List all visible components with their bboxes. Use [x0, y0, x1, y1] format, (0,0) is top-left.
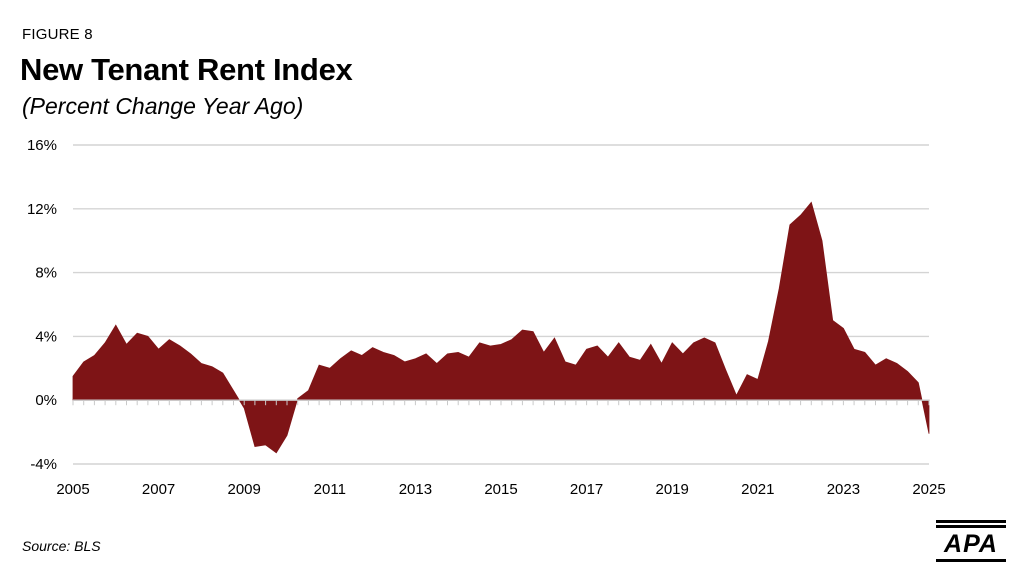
figure-label: FIGURE 8	[22, 26, 93, 43]
series-area	[72, 201, 930, 454]
logo-bar-top	[936, 520, 1006, 523]
x-tick-label: 2013	[399, 481, 432, 498]
x-tick-label: 2007	[142, 481, 175, 498]
x-tick-label: 2005	[56, 481, 89, 498]
gridlines	[73, 144, 929, 465]
x-axis	[72, 399, 930, 406]
y-tick-labels: -4% 0% 4% 8% 12% 16%	[27, 137, 57, 473]
y-tick-label: 8%	[35, 265, 57, 282]
x-tick-label: 2025	[912, 481, 945, 498]
x-tick-label: 2015	[484, 481, 517, 498]
source-note: Source: BLS	[22, 538, 101, 554]
y-tick-label: 4%	[35, 328, 57, 345]
y-tick-label: 0%	[35, 392, 57, 409]
y-tick-label: -4%	[30, 456, 57, 473]
x-tick-label: 2021	[741, 481, 774, 498]
logo-bar-top-2	[936, 525, 1006, 528]
series-area-path	[72, 201, 930, 454]
logo-text: APA	[944, 530, 998, 558]
x-tick-label: 2011	[314, 481, 346, 498]
x-tick-label: 2017	[570, 481, 603, 498]
x-tick-label: 2009	[228, 481, 261, 498]
x-tick-label: 2023	[827, 481, 860, 498]
chart-subtitle: (Percent Change Year Ago)	[22, 93, 304, 119]
apa-logo: APA	[932, 520, 1010, 564]
y-tick-label: 16%	[27, 137, 57, 154]
x-tick-label: 2019	[656, 481, 689, 498]
x-tick-labels: 2005 2007 2009 2011 2013 2015 2017 2019 2021 2023…	[56, 481, 945, 498]
chart-title: New Tenant Rent Index	[20, 52, 353, 87]
logo-bar-bottom	[936, 559, 1006, 562]
y-tick-label: 12%	[27, 201, 57, 218]
